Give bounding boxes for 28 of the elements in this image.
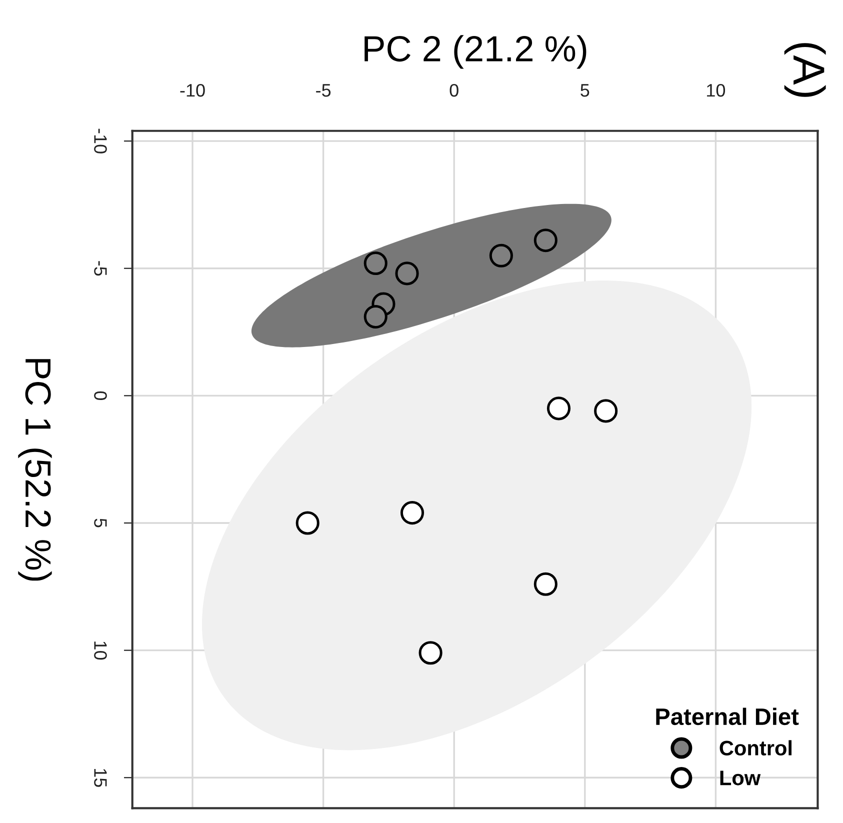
- x-tick-label: 10: [707, 84, 726, 97]
- y-tick-label: 5: [94, 518, 107, 528]
- point: [400, 501, 424, 525]
- x-tick-label: -10: [180, 84, 205, 97]
- legend-label: Low: [720, 770, 761, 786]
- point: [296, 511, 320, 535]
- x-tick-label: 5: [580, 84, 590, 97]
- legend-label: Control: [720, 740, 792, 756]
- y-tick-label: 0: [94, 391, 107, 400]
- point: [364, 251, 388, 276]
- legend-title: Paternal Diet: [656, 708, 799, 726]
- point: [489, 244, 513, 268]
- point: [534, 228, 558, 252]
- point: [418, 641, 442, 665]
- y-tick-label: 15: [94, 768, 107, 787]
- point: [534, 572, 558, 596]
- x-axis-title: PC 2 (21.2 %): [364, 35, 586, 69]
- x-tick-label: -5: [316, 84, 331, 97]
- text: (A): [784, 43, 826, 97]
- y-tick-label: 10: [94, 642, 107, 660]
- y-axis-title: PC 1 (52.2 %): [18, 359, 52, 581]
- point: [364, 304, 388, 329]
- point: [395, 262, 419, 286]
- x-tick-label: 0: [450, 84, 458, 97]
- point: [546, 396, 571, 420]
- y-tick-label: -10: [94, 128, 107, 154]
- point: [594, 399, 618, 423]
- y-tick-label: -5: [94, 261, 107, 276]
